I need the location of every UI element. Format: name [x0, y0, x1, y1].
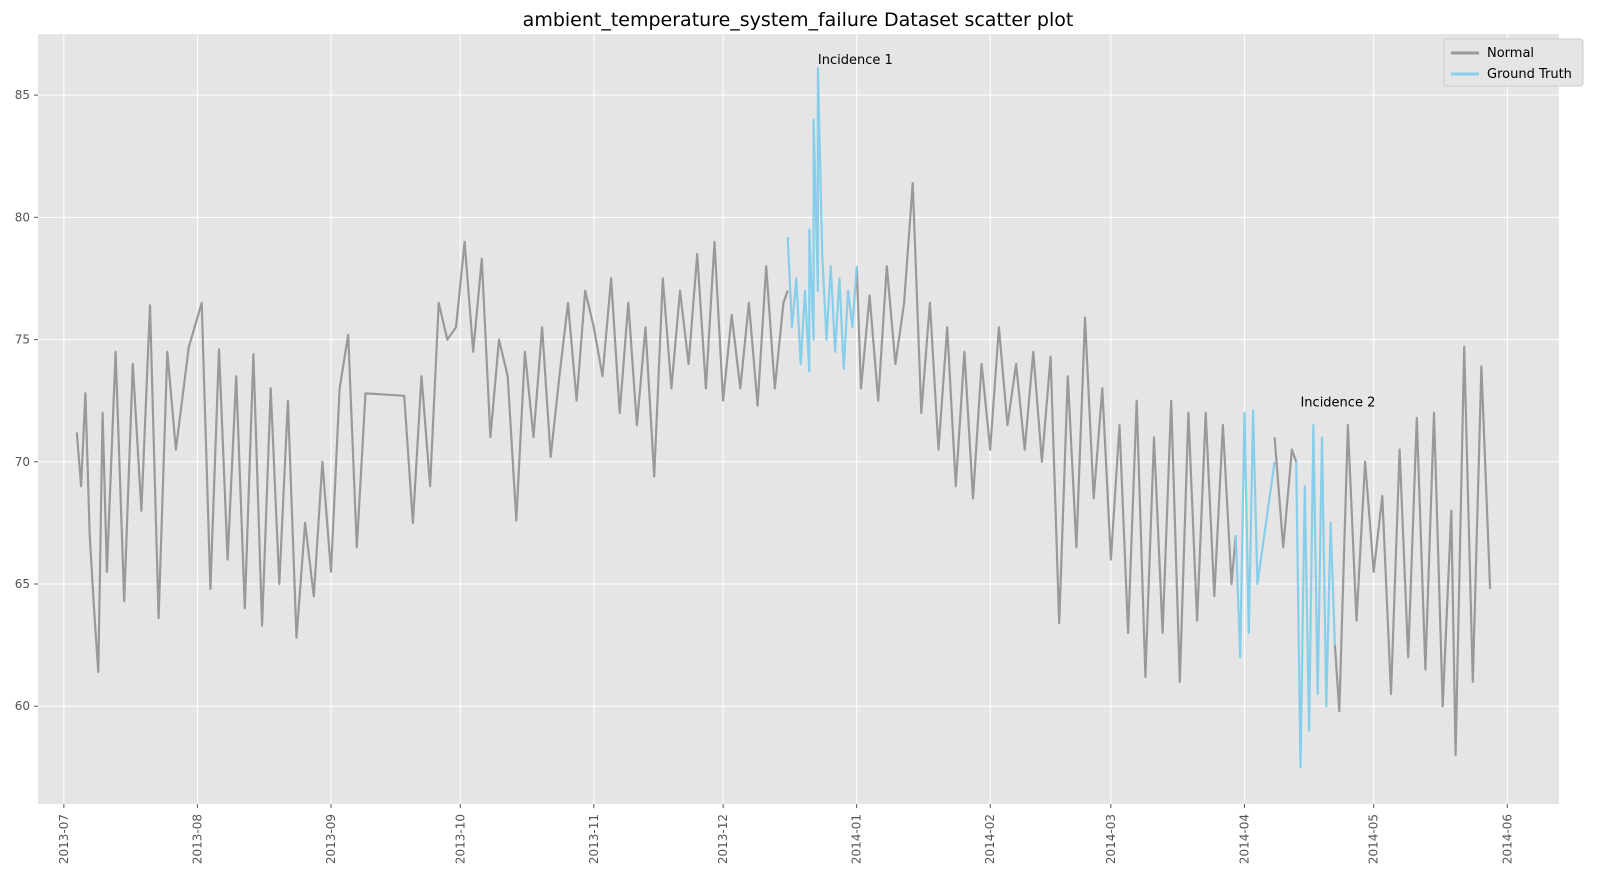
- x-tick-label: 2014-03: [1104, 814, 1118, 864]
- legend-label-ground-truth: Ground Truth: [1487, 67, 1572, 82]
- annotations: Incidence 1 Incidence 2: [818, 53, 1375, 410]
- x-tick-label: 2014-06: [1500, 814, 1514, 864]
- y-tick-label: 80: [15, 210, 30, 224]
- legend-label-normal: Normal: [1487, 46, 1534, 61]
- plot-area: [38, 34, 1559, 804]
- legend: Normal Ground Truth: [1443, 38, 1584, 87]
- x-tick-label: 2013-10: [453, 814, 467, 864]
- x-tick-label: 2013-12: [716, 814, 730, 864]
- y-tick-label: 60: [15, 699, 30, 713]
- x-tick-label: 2013-08: [190, 814, 204, 864]
- grid: [38, 34, 1559, 804]
- x-tick-label: 2014-01: [850, 814, 864, 864]
- y-tick-label: 65: [15, 577, 30, 591]
- x-tick-label: 2013-07: [57, 814, 71, 864]
- x-tick-label: 2013-09: [324, 814, 338, 864]
- x-tick-label: 2014-02: [983, 814, 997, 864]
- x-tick-label: 2014-04: [1237, 814, 1251, 864]
- y-tick-label: 85: [15, 88, 30, 102]
- chart-title: ambient_temperature_system_failure Datas…: [523, 9, 1074, 31]
- series-line-ground-truth: [786, 67, 1336, 769]
- y-tick-label: 75: [15, 333, 30, 347]
- axis-ticks: 60 65 70 75 80 85 2013-07 2013-08 2013-09 2013-10…: [15, 88, 1515, 864]
- x-tick-label: 2014-05: [1367, 814, 1381, 864]
- series-line-normal: [75, 182, 1492, 757]
- x-tick-label: 2013-11: [587, 814, 601, 864]
- y-tick-label: 70: [15, 455, 30, 469]
- series-lines: [75, 67, 1492, 769]
- annotation-label: Incidence 1: [818, 53, 893, 68]
- annotation-label: Incidence 2: [1300, 395, 1375, 410]
